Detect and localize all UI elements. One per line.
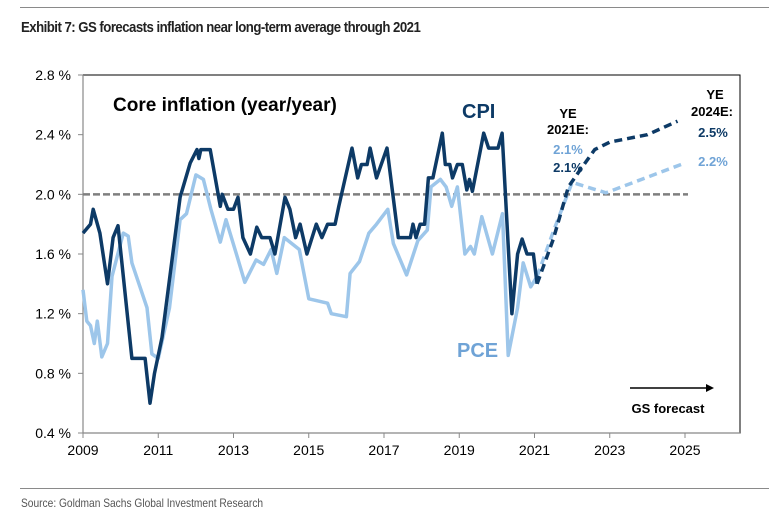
cpi-forecast-line	[535, 119, 679, 285]
ye2024-label: YE	[706, 87, 724, 102]
exhibit-title: Exhibit 7: GS forecasts inflation near l…	[21, 19, 421, 36]
ye2024-pce-value: 2.2%	[698, 154, 728, 169]
ye2024-year-label: 2024E:	[691, 104, 733, 119]
pce-forecast-line	[535, 161, 686, 277]
source-note: Source: Goldman Sachs Global Investment …	[21, 496, 264, 510]
x-tick-label: 2009	[67, 442, 98, 458]
series-lines	[81, 119, 686, 405]
ye2021-cpi-value: 2.1%	[553, 160, 583, 175]
x-tick-label: 2011	[143, 442, 173, 458]
y-tick-label: 2.8 %	[35, 67, 71, 83]
x-tick-label: 2023	[594, 442, 625, 458]
pce-series-label: PCE	[457, 340, 498, 362]
ye2021-label: YE	[559, 106, 577, 121]
x-tick-label: 2019	[444, 442, 475, 458]
y-tick-label: 1.6 %	[35, 246, 71, 262]
y-tick-label: 2.4 %	[35, 127, 71, 143]
forecast-label: GS forecast	[632, 401, 706, 416]
cpi-line	[81, 131, 539, 405]
top-rule	[20, 7, 769, 8]
axes: 0.4 % 0.8 % 1.2 % 1.6 % 2.0 % 2.4 % 2.8 % 2009 2…	[35, 67, 741, 458]
ye2021-year-label: 2021E:	[547, 122, 589, 137]
x-tick-label: 2025	[669, 442, 700, 458]
y-tick-label: 2.0 %	[35, 186, 71, 202]
plot-frame	[82, 74, 741, 434]
chart-title: Core inflation (year/year)	[113, 95, 337, 116]
ye2021-pce-value: 2.1%	[553, 142, 583, 157]
x-tick-label: 2015	[293, 442, 324, 458]
y-tick-label: 0.4 %	[35, 425, 71, 441]
bottom-rule	[20, 488, 769, 489]
ye2024-cpi-value: 2.5%	[698, 125, 728, 140]
forecast-arrow-icon	[706, 384, 714, 392]
y-tick-label: 0.8 %	[35, 365, 71, 381]
x-tick-label: 2017	[368, 442, 399, 458]
x-tick-label: 2021	[519, 442, 550, 458]
x-tick-label: 2013	[218, 442, 249, 458]
cpi-series-label: CPI	[462, 101, 495, 123]
pce-line	[81, 173, 539, 361]
y-tick-label: 1.2 %	[35, 306, 71, 322]
